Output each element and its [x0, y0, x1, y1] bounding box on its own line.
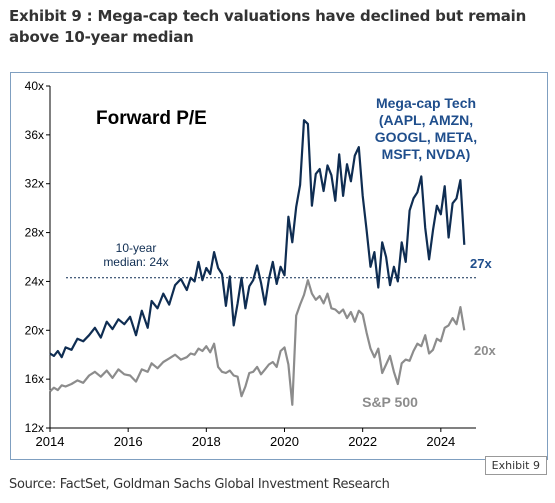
- median-label-line1: 10-year: [116, 241, 157, 255]
- y-tick-label: 36x: [25, 128, 44, 142]
- mega-cap-tech-series-line: [49, 119, 466, 359]
- x-tick-label: 2020: [270, 434, 299, 449]
- exhibit-badge: Exhibit 9: [484, 456, 547, 475]
- x-tick-label: 2014: [36, 434, 65, 449]
- median-label-line2: median: 24x: [103, 255, 168, 269]
- chart-area: 12x 16x 20x 24x 28x 32x 36x 40x 2014 2016 2018 2020…: [10, 72, 548, 460]
- sp500-end-label: 20x: [474, 343, 496, 358]
- mega-cap-tech-label: Mega-cap Tech(AAPL, AMZN,GOOGL, META,MSF…: [375, 95, 477, 162]
- mega-cap-tech-label-line: MSFT, NVDA): [382, 146, 471, 162]
- sp500-series-line: [49, 279, 466, 406]
- x-tick-label: 2016: [114, 434, 143, 449]
- y-tick-label: 16x: [25, 372, 44, 386]
- y-tick-label: 32x: [25, 177, 44, 191]
- axes: 12x 16x 20x 24x 28x 32x 36x 40x 2014 2016 2018 2020…: [25, 79, 476, 449]
- source-note: Source: FactSet, Goldman Sachs Global In…: [9, 477, 390, 492]
- mega-cap-tech-label-line: Mega-cap Tech: [376, 95, 476, 111]
- y-tick-label: 12x: [25, 421, 44, 435]
- chart-title-heading: Exhibit 9 : Mega-cap tech valuations hav…: [9, 7, 527, 46]
- mega-cap-tech-label-line: (AAPL, AMZN,: [379, 112, 473, 128]
- x-tick-label: 2018: [192, 434, 221, 449]
- chart-inner-title: Forward P/E: [96, 108, 207, 129]
- x-tick-label: 2022: [348, 434, 377, 449]
- y-tick-label: 24x: [25, 274, 44, 288]
- chart-border: [10, 72, 548, 460]
- line-chart: 12x 16x 20x 24x 28x 32x 36x 40x 2014 2016 2018 2020…: [10, 72, 548, 460]
- sp500-series-label: S&P 500: [362, 394, 418, 410]
- x-tick-label: 2024: [426, 434, 455, 449]
- mega-cap-tech-label-line: GOOGL, META,: [375, 129, 477, 145]
- y-tick-label: 20x: [25, 323, 44, 337]
- tech-end-label: 27x: [470, 256, 492, 271]
- y-tick-label: 40x: [25, 79, 44, 93]
- y-tick-label: 28x: [25, 226, 44, 240]
